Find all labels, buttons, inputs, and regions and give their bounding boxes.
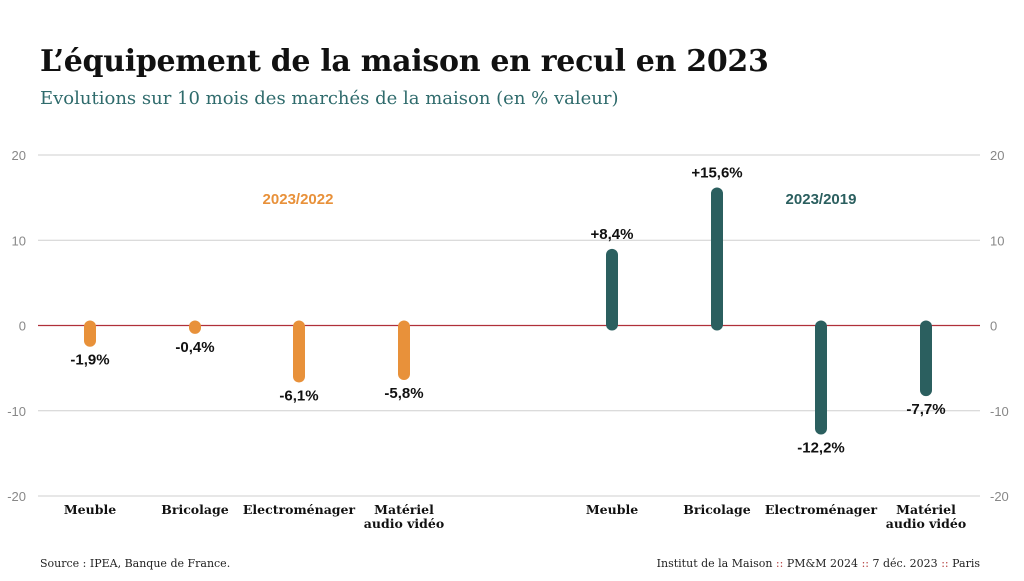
category-label: Matériel audio vidéo (364, 502, 444, 531)
category-label: Electroménager (243, 502, 356, 517)
group-label: 2023/2022 (263, 191, 334, 208)
footer-city: Paris (952, 557, 980, 570)
category-label: Bricolage (161, 502, 228, 517)
y-tick-label-right: 20 (990, 148, 1004, 163)
category-label: Matériel audio vidéo (886, 502, 966, 531)
category-label: Meuble (586, 502, 638, 517)
bar (920, 320, 932, 397)
data-label: -5,8% (384, 385, 423, 402)
data-label: -7,7% (906, 401, 945, 418)
data-label: -12,2% (797, 440, 845, 457)
data-label: -1,9% (70, 352, 109, 369)
bar (189, 320, 201, 334)
bar (398, 320, 410, 380)
y-tick-label-right: 10 (990, 233, 1004, 248)
footer-separator: :: (941, 557, 949, 570)
footer-credits: Institut de la Maison :: PM&M 2024 :: 7 … (657, 557, 980, 570)
chart-title: L’équipement de la maison en recul en 20… (40, 44, 769, 79)
bar (606, 248, 618, 331)
data-label: +8,4% (591, 226, 634, 243)
footer-date: 7 déc. 2023 (872, 557, 938, 570)
y-tick-label-right: -20 (990, 489, 1009, 504)
y-tick-label-left: -20 (7, 489, 26, 504)
y-tick-label-left: -10 (7, 404, 26, 419)
footer-separator: :: (775, 557, 784, 570)
footer-separator: :: (861, 557, 869, 570)
category-label: Meuble (64, 502, 116, 517)
category-label: Electroménager (765, 502, 878, 517)
y-tick-label-left: 20 (12, 148, 26, 163)
footer-event: PM&M 2024 (786, 557, 859, 570)
bar (711, 187, 723, 331)
data-label: +15,6% (691, 165, 742, 182)
bar-chart: 20 20 10 10 0 0 -10 -10 -20 -20 2023/2022 -1,9% Meub… (7, 148, 1009, 531)
footer-org: Institut de la Maison (656, 557, 773, 570)
footer-source: Source : IPEA, Banque de France. (40, 557, 231, 570)
bar (293, 320, 305, 383)
bar (815, 320, 827, 435)
y-tick-label-right: -10 (990, 404, 1009, 419)
y-tick-label-right: 0 (990, 319, 997, 334)
category-label: Bricolage (683, 502, 750, 517)
y-tick-label-left: 0 (19, 319, 26, 334)
group-label: 2023/2019 (786, 191, 857, 208)
data-label: -6,1% (279, 388, 318, 405)
bar (84, 320, 96, 347)
chart-subtitle: Evolutions sur 10 mois des marchés de la… (40, 88, 619, 109)
data-label: -0,4% (175, 339, 214, 356)
y-tick-label-left: 10 (12, 233, 26, 248)
